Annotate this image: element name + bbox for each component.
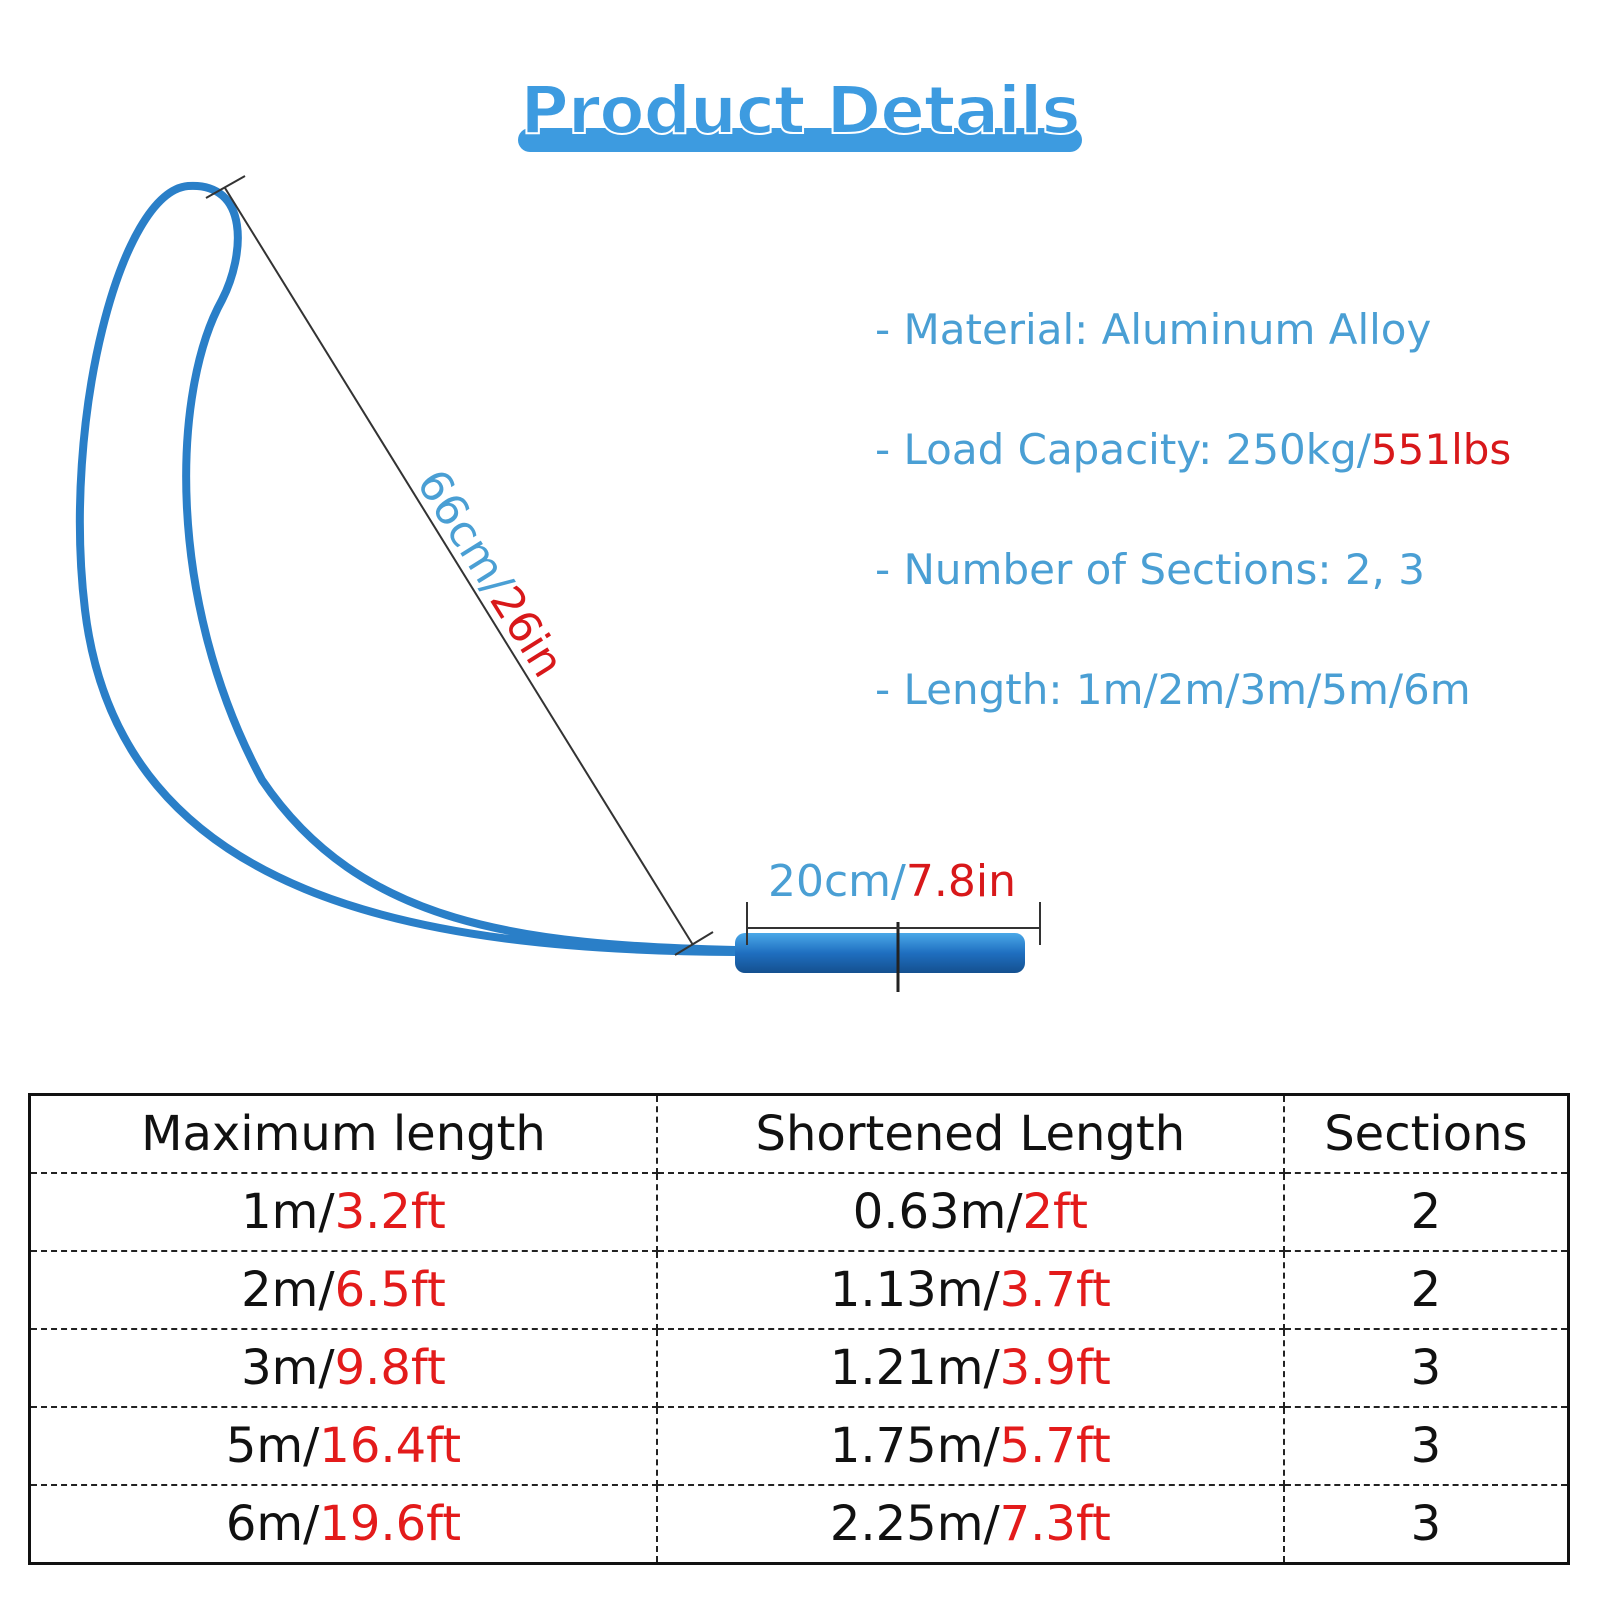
table-row: 6m/19.6ft 2.25m/7.3ft 3	[28, 1484, 1570, 1565]
metric-length: 5m/	[225, 1418, 320, 1474]
sections-cell: 3	[1282, 1484, 1570, 1565]
spec-item: - Number of Sections: 2, 3	[875, 545, 1425, 594]
table-row: 1m/3.2ft 0.63m/2ft 2	[28, 1172, 1570, 1252]
metric-length: 3m/	[241, 1340, 335, 1396]
dimension-imperial: 7.8in	[905, 856, 1016, 907]
dimension-metric: 20cm/	[768, 856, 906, 907]
table-row: 5m/16.4ft 1.75m/5.7ft 3	[28, 1406, 1570, 1486]
metric-length: 1.13m/	[829, 1262, 1000, 1318]
metric-length: 2.25m/	[829, 1496, 1000, 1552]
table-row: 2m/6.5ft 1.13m/3.7ft 2	[28, 1250, 1570, 1330]
column-header: Sections	[1282, 1093, 1570, 1174]
metric-length: 0.63m/	[852, 1184, 1023, 1240]
imperial-length: 3.9ft	[999, 1340, 1111, 1396]
spec-item: - Material: Aluminum Alloy	[875, 305, 1431, 354]
dimension-tick	[674, 931, 714, 956]
metric-length: 6m/	[225, 1496, 320, 1552]
table-cell: 1.75m/5.7ft	[655, 1406, 1285, 1486]
column-header: Maximum length	[28, 1093, 658, 1174]
table-cell: 3m/9.8ft	[28, 1328, 658, 1408]
title: Product Details	[519, 71, 1081, 150]
dimension-line	[224, 187, 694, 946]
metric-length: 2m/	[241, 1262, 335, 1318]
table-cell: 1.13m/3.7ft	[655, 1250, 1285, 1330]
imperial-length: 3.2ft	[334, 1184, 446, 1240]
table-header: Maximum length Shortened Length Sections	[28, 1093, 1570, 1174]
table-row: 3m/9.8ft 1.21m/3.9ft 3	[28, 1328, 1570, 1408]
table-cell: 1m/3.2ft	[28, 1172, 658, 1252]
imperial-length: 7.3ft	[999, 1496, 1111, 1552]
sections-cell: 2	[1282, 1250, 1570, 1330]
spec-text: - Load Capacity: 250kg/	[875, 425, 1371, 474]
table-cell: 0.63m/2ft	[655, 1172, 1285, 1252]
imperial-length: 19.6ft	[319, 1496, 462, 1552]
imperial-length: 3.7ft	[999, 1262, 1111, 1318]
column-header: Shortened Length	[655, 1093, 1285, 1174]
handle	[735, 933, 1025, 973]
table-cell: 5m/16.4ft	[28, 1406, 658, 1486]
product-illustration	[75, 175, 1041, 992]
table-cell: 2m/6.5ft	[28, 1250, 658, 1330]
imperial-length: 9.8ft	[334, 1340, 446, 1396]
sections-cell: 3	[1282, 1328, 1570, 1408]
spec-text: - Length: 1m/2m/3m/5m/6m	[875, 665, 1471, 714]
table-cell: 2.25m/7.3ft	[655, 1484, 1285, 1565]
spec-highlight: 551lbs	[1370, 425, 1512, 474]
metric-length: 1m/	[241, 1184, 335, 1240]
imperial-length: 5.7ft	[999, 1418, 1111, 1474]
spec-item: - Length: 1m/2m/3m/5m/6m	[875, 665, 1471, 714]
table-cell: 1.21m/3.9ft	[655, 1328, 1285, 1408]
imperial-length: 16.4ft	[319, 1418, 462, 1474]
sections-cell: 3	[1282, 1406, 1570, 1486]
spec-item: - Load Capacity: 250kg/551lbs	[875, 425, 1511, 474]
handle-dimension: 20cm/7.8in	[768, 856, 1016, 907]
size-table: Maximum length Shortened Length Sections 1m…	[28, 1093, 1570, 1565]
wire-loop	[75, 181, 736, 956]
metric-length: 1.75m/	[829, 1418, 1000, 1474]
spec-text: - Number of Sections: 2, 3	[875, 545, 1425, 594]
sections-cell: 2	[1282, 1172, 1570, 1252]
metric-length: 1.21m/	[829, 1340, 1000, 1396]
spec-text: - Material: Aluminum Alloy	[875, 305, 1432, 354]
table-cell: 6m/19.6ft	[28, 1484, 658, 1565]
imperial-length: 6.5ft	[334, 1262, 446, 1318]
title-underline	[518, 128, 1082, 152]
dimension-tick	[205, 175, 246, 199]
imperial-length: 2ft	[1022, 1184, 1088, 1240]
